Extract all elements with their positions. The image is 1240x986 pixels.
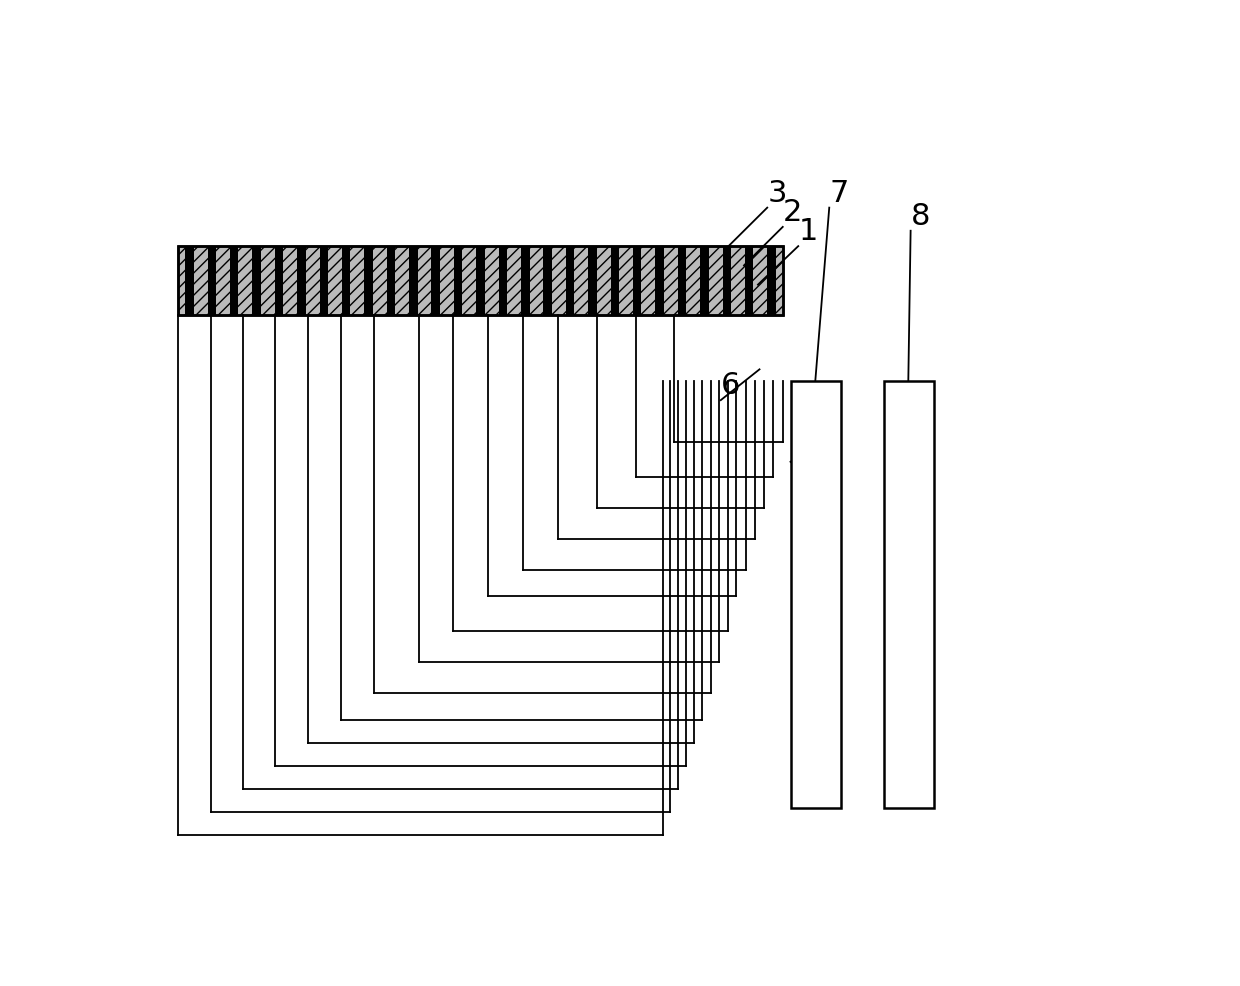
Text: 6: 6 xyxy=(720,371,740,400)
Bar xyxy=(565,246,574,316)
Bar xyxy=(179,246,782,316)
Text: 1: 1 xyxy=(799,217,817,246)
Bar xyxy=(387,246,396,316)
Bar xyxy=(701,246,708,316)
Bar xyxy=(275,246,283,316)
Bar xyxy=(745,246,754,316)
Bar xyxy=(588,246,596,316)
Bar xyxy=(521,246,529,316)
Text: 6: 6 xyxy=(820,456,839,485)
Bar xyxy=(610,246,619,316)
Bar xyxy=(320,246,329,316)
Bar xyxy=(207,246,216,316)
Bar xyxy=(678,246,686,316)
Text: 3: 3 xyxy=(768,178,786,208)
Bar xyxy=(185,246,193,316)
Text: 7: 7 xyxy=(830,178,848,208)
Bar xyxy=(298,246,305,316)
Bar xyxy=(229,246,238,316)
Bar xyxy=(768,246,776,316)
Bar xyxy=(656,246,663,316)
Bar xyxy=(498,246,507,316)
Text: 8: 8 xyxy=(910,202,930,231)
Bar xyxy=(432,246,440,316)
Bar xyxy=(409,246,418,316)
Bar xyxy=(365,246,373,316)
Bar xyxy=(342,246,351,316)
Bar xyxy=(543,246,552,316)
Bar xyxy=(179,246,782,316)
Bar xyxy=(253,246,260,316)
Bar xyxy=(632,246,641,316)
Bar xyxy=(723,246,732,316)
Bar xyxy=(454,246,463,316)
Bar xyxy=(476,246,485,316)
Bar xyxy=(791,381,841,809)
Text: 2: 2 xyxy=(782,198,802,227)
Bar xyxy=(883,381,934,809)
